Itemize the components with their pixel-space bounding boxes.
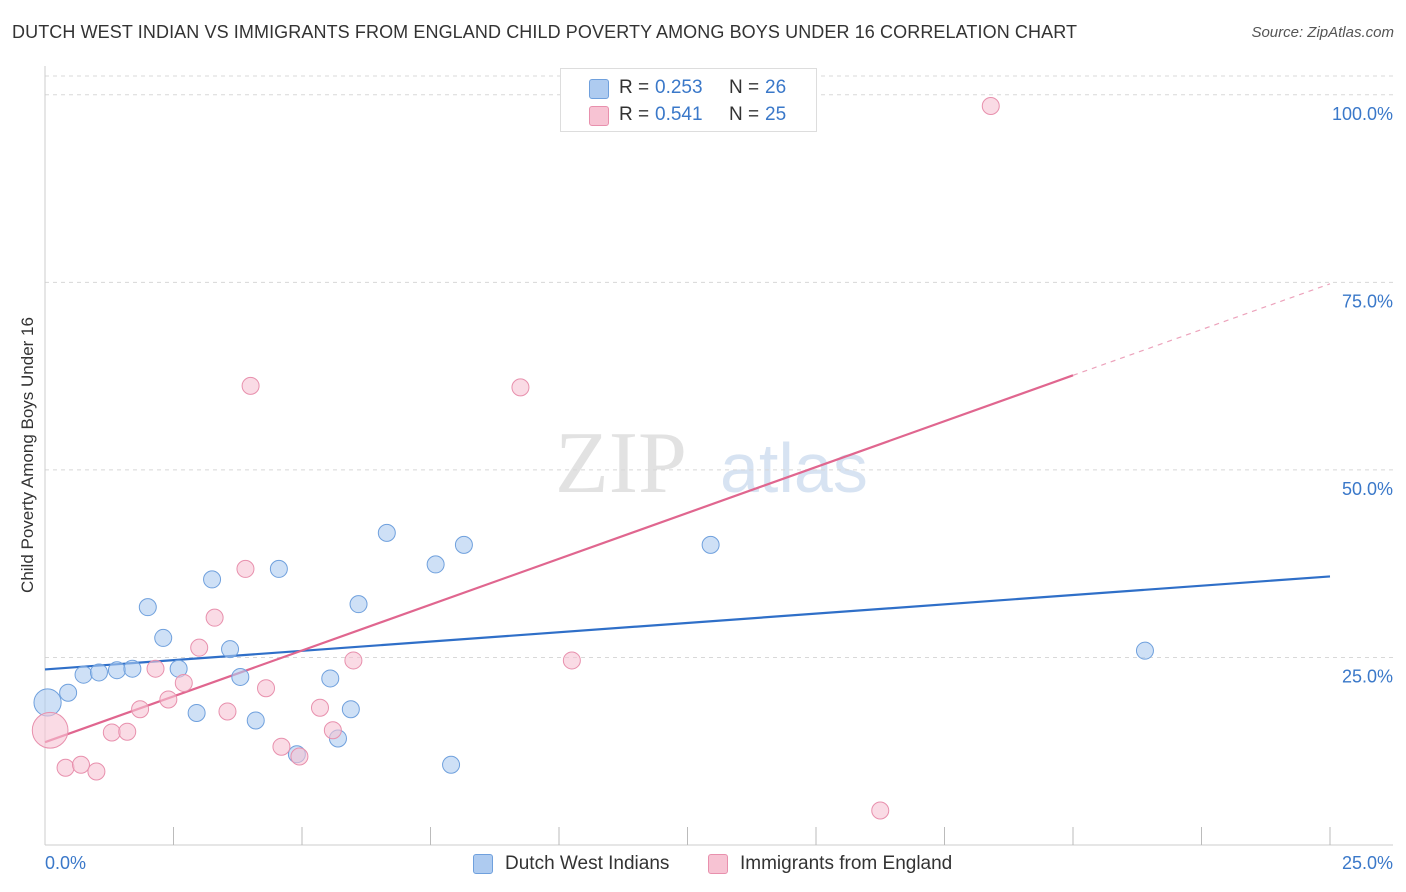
immigrants-from-england-point-1 [56,758,75,777]
immigrants-from-england-point-5 [118,722,137,741]
dutch-west-indians-point-3 [89,663,108,682]
immigrants-from-england-point-2 [71,755,90,774]
immigrants-from-england-point-6 [131,700,150,719]
bottom-legend-label: Immigrants from England [740,853,953,874]
y-tick-label-0: 25.0% [1342,666,1393,686]
dutch-west-indians-point-20 [377,523,396,542]
dutch-west-indians-point-1 [59,683,78,702]
tick-labels: 25.0% 50.0% 75.0% 100.0% 0.0% 25.0% [45,104,1393,873]
immigrants-from-england-point-11 [205,608,224,627]
immigrants-from-england-point-23 [871,801,890,820]
watermark-zip: ZIP [555,415,687,512]
immigrants-from-england-point-19 [323,721,342,740]
data-points [31,97,1154,820]
dutch-west-indians-point-22 [454,535,473,554]
immigrants-from-england-point-12 [218,702,237,721]
immigrants-from-england-point-8 [159,690,178,709]
bottom-legend-swatch-blue [473,854,493,874]
trend-lines [44,283,1331,744]
legend-swatch-blue [589,79,609,99]
legend-n-label: N = [729,77,760,98]
immigrants-from-england-point-7 [146,659,165,678]
dutch-west-indians-point-14 [269,559,288,578]
correlation-legend: R = 0.253 N = 26 R = 0.541 N = 25 [560,68,817,132]
dutch-west-indians-point-23 [442,755,461,774]
immigrants-from-england-point-16 [272,737,291,756]
x-tick-label-0: 0.0% [45,853,86,873]
chart-source: Source: ZipAtlas.com [1251,24,1394,41]
immigrants-from-england-point-21 [511,378,530,397]
dutch-west-indians-point-13 [246,711,265,730]
dutch-west-indians-point-11 [221,640,240,659]
watermark: ZIP atlas [555,415,868,512]
dutch-west-indians-point-4 [107,661,126,680]
dutch-west-indians-point-21 [426,555,445,574]
dutch-west-indians-point-16 [321,669,340,688]
immigrants-from-england-point-15 [257,679,276,698]
dutch-west-indians-point-7 [154,628,173,647]
dutch-west-indians-point-5 [123,659,142,678]
x-tick-label-1: 25.0% [1342,853,1393,873]
y-tick-label-2: 75.0% [1342,291,1393,311]
dutch-west-indians-point-18 [341,700,360,719]
trend-line-1 [44,374,1074,744]
immigrants-from-england-point-17 [290,747,309,766]
immigrants-from-england-point-18 [310,698,329,717]
immigrants-from-england-point-9 [174,673,193,692]
dutch-west-indians-point-6 [138,598,157,617]
immigrants-from-england-point-0 [31,711,69,749]
trend-line-extension-1 [1072,283,1331,376]
legend-r-value: 0.541 [655,104,703,125]
legend-r-label: R = [619,104,650,125]
dutch-west-indians-point-19 [349,595,368,614]
chart-title: DUTCH WEST INDIAN VS IMMIGRANTS FROM ENG… [12,22,1078,42]
legend-n-label: N = [729,104,760,125]
immigrants-from-england-point-3 [87,762,106,781]
dutch-west-indians-point-25 [1135,641,1154,660]
axes [44,66,1393,846]
legend-r-value: 0.253 [655,77,703,98]
y-tick-label-1: 50.0% [1342,479,1393,499]
immigrants-from-england-point-14 [241,376,260,395]
dutch-west-indians-point-10 [203,570,222,589]
watermark-atlas: atlas [720,429,868,507]
dutch-west-indians-point-2 [74,665,93,684]
immigrants-from-england-point-24 [981,97,1000,116]
immigrants-from-england-point-13 [236,559,255,578]
dutch-west-indians-point-12 [231,667,250,686]
legend-swatch-pink [589,106,609,126]
immigrants-from-england-point-4 [102,723,121,742]
dutch-west-indians-point-9 [187,703,206,722]
immigrants-from-england-point-10 [190,638,209,657]
bottom-legend-label: Dutch West Indians [505,853,670,874]
dutch-west-indians-point-24 [701,535,720,554]
immigrants-from-england-point-22 [562,651,581,670]
legend-r-label: R = [619,77,650,98]
legend-n-value: 26 [765,77,787,98]
dutch-west-indians-point-0 [33,688,62,717]
immigrants-from-england-point-20 [344,651,363,670]
legend-n-value: 25 [765,104,787,125]
y-tick-label-3: 100.0% [1332,104,1393,124]
trend-line-0 [44,575,1331,671]
bottom-legend-swatch-pink [708,854,728,874]
